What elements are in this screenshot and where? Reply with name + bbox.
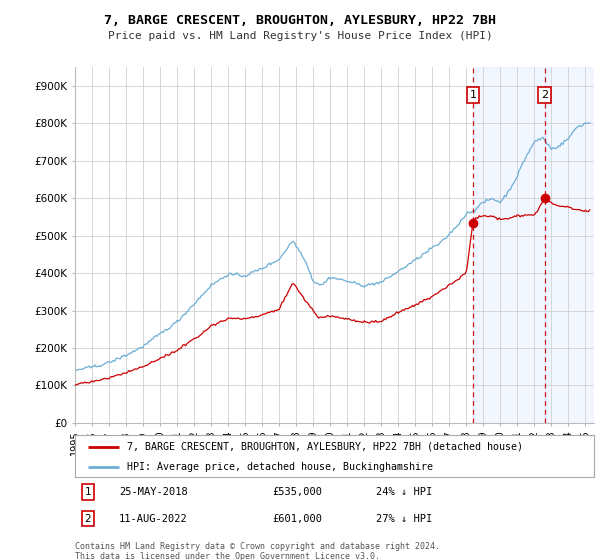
Bar [473,67,545,423]
Text: 11-AUG-2022: 11-AUG-2022 [119,514,188,524]
Text: 1: 1 [469,90,476,100]
Text: 7, BARGE CRESCENT, BROUGHTON, AYLESBURY, HP22 7BH: 7, BARGE CRESCENT, BROUGHTON, AYLESBURY,… [104,14,496,27]
Text: 2: 2 [541,90,548,100]
Text: £601,000: £601,000 [272,514,322,524]
Bar [545,67,594,423]
Text: 24% ↓ HPI: 24% ↓ HPI [376,487,432,497]
Text: 7, BARGE CRESCENT, BROUGHTON, AYLESBURY, HP22 7BH (detached house): 7, BARGE CRESCENT, BROUGHTON, AYLESBURY,… [127,442,523,452]
Text: 1: 1 [85,487,91,497]
Text: Price paid vs. HM Land Registry's House Price Index (HPI): Price paid vs. HM Land Registry's House … [107,31,493,41]
Text: HPI: Average price, detached house, Buckinghamshire: HPI: Average price, detached house, Buck… [127,461,433,472]
Text: £535,000: £535,000 [272,487,322,497]
Text: Contains HM Land Registry data © Crown copyright and database right 2024.
This d: Contains HM Land Registry data © Crown c… [75,542,440,560]
Text: 2: 2 [85,514,91,524]
Text: 27% ↓ HPI: 27% ↓ HPI [376,514,432,524]
Text: 25-MAY-2018: 25-MAY-2018 [119,487,188,497]
